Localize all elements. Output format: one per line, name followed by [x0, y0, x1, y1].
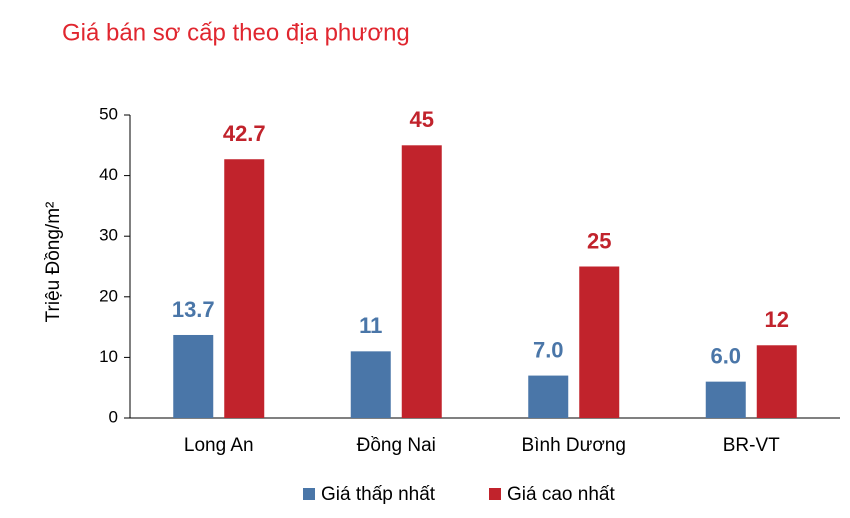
y-axis-label: Triệu Đồng/m² [43, 202, 64, 323]
x-tick-label: Bình Dương [522, 435, 626, 456]
y-tick-label: 20 [99, 286, 118, 305]
y-tick-label: 50 [99, 104, 118, 123]
y-tick-label: 40 [99, 165, 118, 184]
y-tick-label: 10 [99, 347, 118, 366]
legend-label: Giá thấp nhất [321, 484, 436, 505]
x-tick-label: BR-VT [723, 435, 780, 456]
y-tick-label: 0 [109, 407, 118, 426]
data-label: 45 [410, 107, 434, 132]
bar [705, 381, 746, 418]
data-label: 42.7 [223, 121, 266, 146]
data-label: 11 [359, 313, 382, 338]
x-tick-label: Đồng Nai [357, 435, 436, 456]
data-label: 25 [587, 228, 611, 253]
bar [224, 159, 265, 418]
data-label: 13.7 [172, 297, 215, 322]
legend-label: Giá cao nhất [507, 484, 615, 505]
chart-title: Giá bán sơ cấp theo địa phương [62, 19, 410, 46]
bar [756, 345, 797, 418]
data-label: 12 [765, 307, 789, 332]
bar [401, 145, 442, 419]
bar [528, 375, 569, 418]
bar [579, 266, 620, 418]
bar [350, 351, 391, 418]
legend-swatch [489, 488, 501, 500]
data-label: 6.0 [710, 343, 741, 368]
bar [173, 334, 214, 418]
data-label: 7.0 [533, 337, 564, 362]
x-tick-label: Long An [184, 435, 254, 456]
legend-swatch [303, 488, 315, 500]
y-tick-label: 30 [99, 226, 118, 245]
